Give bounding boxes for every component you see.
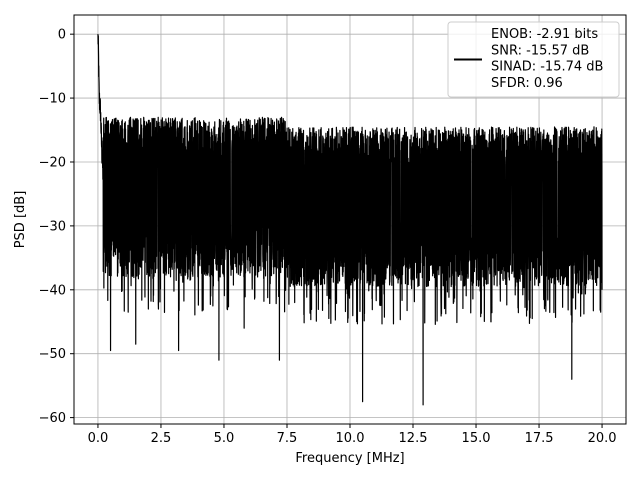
y-tick-label: 0 bbox=[58, 28, 66, 43]
y-tick-label: −60 bbox=[39, 411, 66, 426]
x-tick-label: 12.5 bbox=[399, 431, 428, 446]
psd-series-line bbox=[97, 34, 603, 406]
legend-line-enob: ENOB: -2.91 bits bbox=[491, 27, 598, 42]
y-axis-ticks: 0 −10 −20 −30 −40 −50 −60 bbox=[39, 28, 74, 426]
x-axis-label: Frequency [MHz] bbox=[295, 451, 404, 466]
y-tick-label: −10 bbox=[39, 92, 66, 107]
y-tick-label: −40 bbox=[39, 283, 66, 298]
y-axis-label: PSD [dB] bbox=[13, 191, 28, 249]
legend-line-sfdr: SFDR: 0.96 bbox=[491, 76, 563, 91]
x-tick-label: 7.5 bbox=[277, 431, 298, 446]
y-tick-label: −30 bbox=[39, 219, 66, 234]
legend-line-sinad: SINAD: -15.74 dB bbox=[491, 60, 603, 75]
x-tick-label: 15.0 bbox=[462, 431, 491, 446]
x-tick-label: 17.5 bbox=[525, 431, 554, 446]
x-tick-label: 0.0 bbox=[88, 431, 109, 446]
x-tick-label: 20.0 bbox=[588, 431, 617, 446]
legend: ENOB: -2.91 bits SNR: -15.57 dB SINAD: -… bbox=[447, 21, 620, 98]
x-tick-label: 10.0 bbox=[336, 431, 365, 446]
legend-box bbox=[447, 21, 620, 98]
y-tick-label: −50 bbox=[39, 347, 66, 362]
x-tick-label: 5.0 bbox=[214, 431, 235, 446]
x-axis-ticks: 0.0 2.5 5.0 7.5 10.0 12.5 15.0 17.5 20.0 bbox=[88, 424, 617, 446]
x-tick-label: 2.5 bbox=[151, 431, 172, 446]
legend-line-snr: SNR: -15.57 dB bbox=[491, 43, 589, 58]
y-tick-label: −20 bbox=[39, 155, 66, 170]
